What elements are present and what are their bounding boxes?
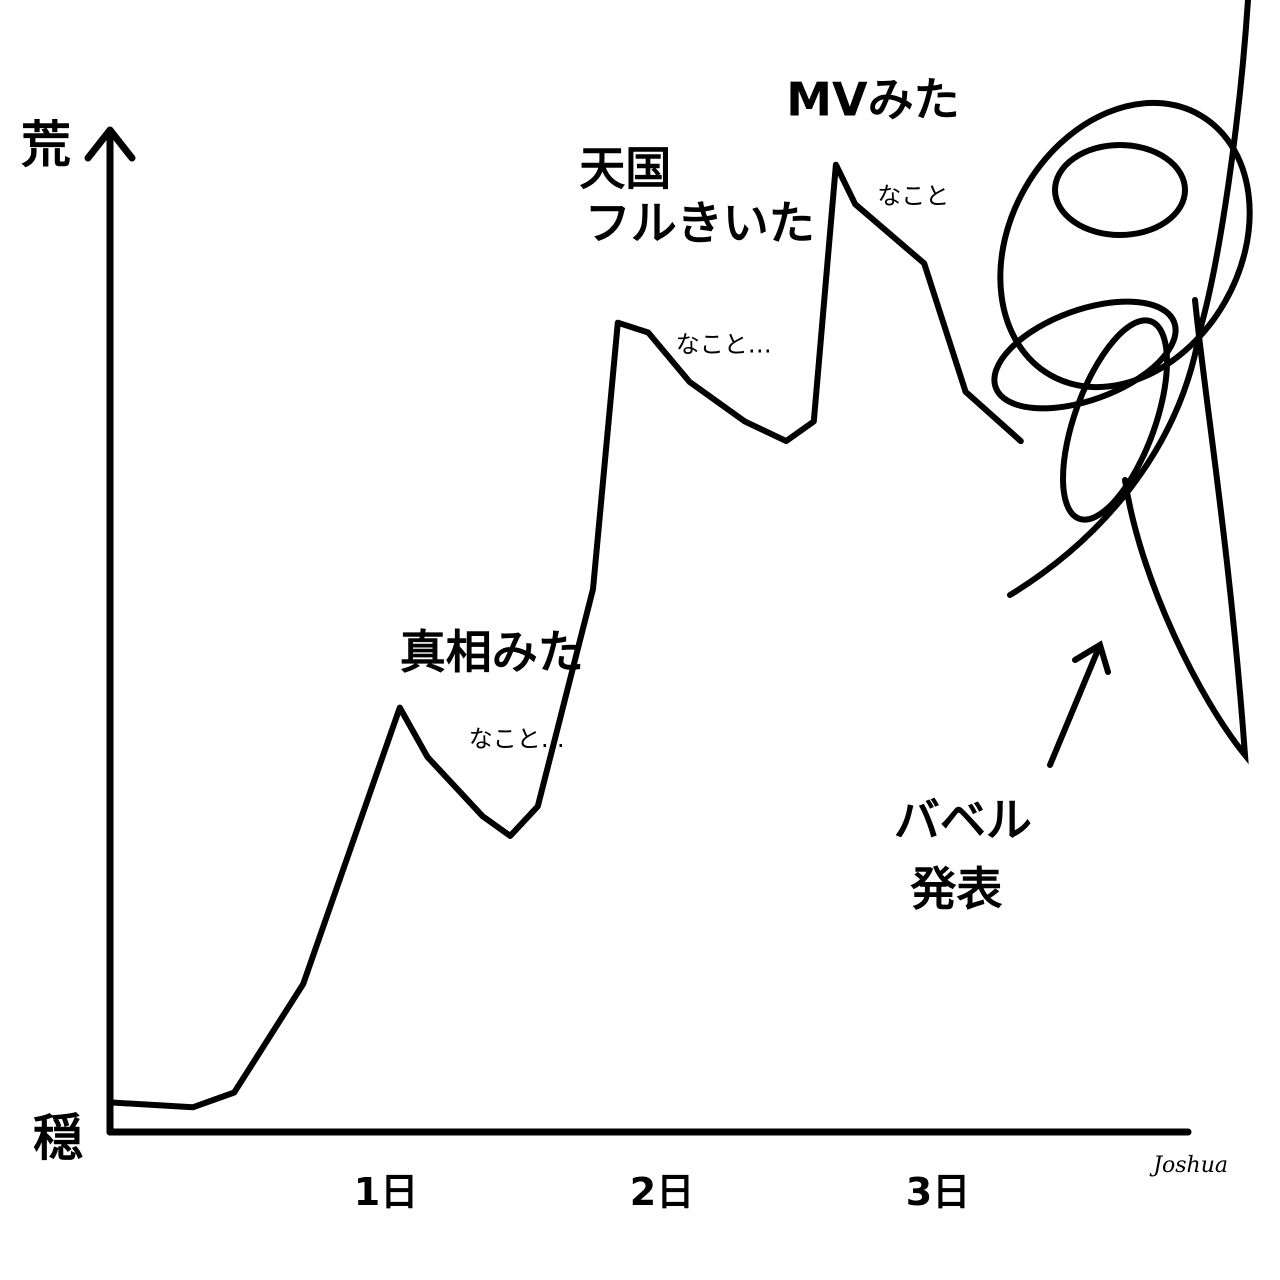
series-line-0 xyxy=(107,161,1024,1111)
annotation-label: なこと xyxy=(877,182,949,210)
y-axis-bottom-label: 穏 xyxy=(33,1109,83,1167)
annotation-label: バベル xyxy=(894,793,1032,847)
annotation-label: 真相みた xyxy=(400,625,584,679)
x-tick-label: 3日 xyxy=(906,1170,970,1214)
annotation-label: なこと… xyxy=(676,330,772,358)
annotation-label: フルきいた xyxy=(585,196,815,250)
annotation-label: 天国 xyxy=(579,141,671,195)
scribble-loop xyxy=(997,99,1253,391)
scribble-stroke xyxy=(1122,297,1249,765)
babel-arrow xyxy=(1047,640,1111,768)
y-axis-top-label: 荒 xyxy=(21,116,71,174)
scribble-loop xyxy=(1060,317,1170,523)
scribble-mark xyxy=(991,0,1253,768)
annotation-label: なこと… xyxy=(469,725,565,753)
chart-axes xyxy=(84,126,1192,1136)
y-axis-arrowhead xyxy=(84,126,136,162)
scribble-loop xyxy=(1052,142,1188,238)
x-tick-label: 2日 xyxy=(630,1170,694,1214)
annotation-label: MVみた xyxy=(786,72,959,126)
scribble-loop xyxy=(991,298,1179,412)
x-tick-label: 1日 xyxy=(354,1170,418,1214)
chart-series xyxy=(107,161,1024,1111)
signature-label: Joshua xyxy=(1149,1153,1228,1178)
annotation-label: 発表 xyxy=(910,862,1002,916)
